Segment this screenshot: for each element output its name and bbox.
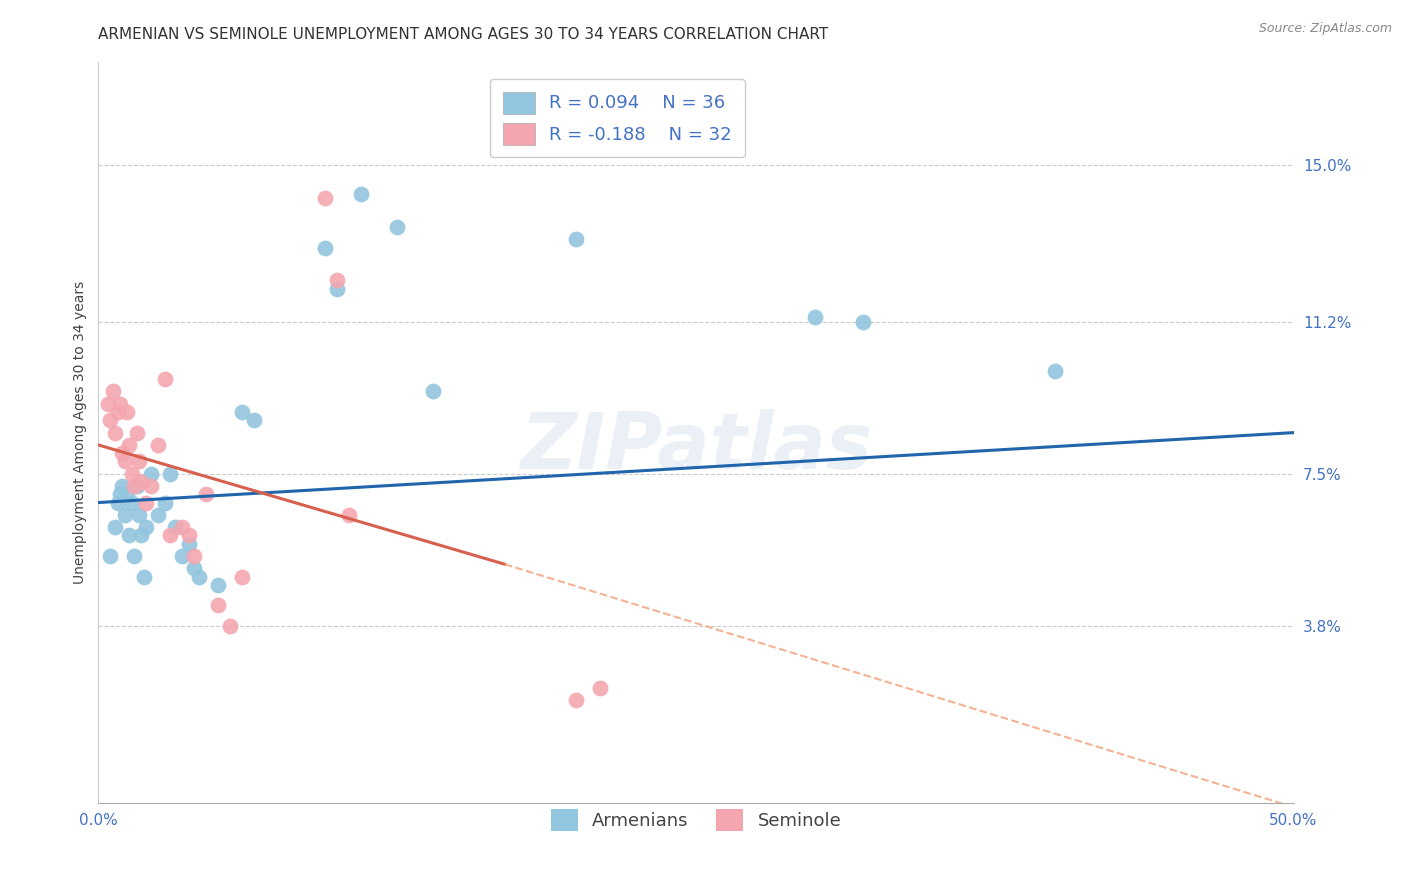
Point [115,487,138,501]
Point [159,467,181,481]
Point [104,425,127,440]
Point [101,384,124,399]
Point [111,446,134,460]
Legend: Armenians, Seminole: Armenians, Seminole [544,802,848,838]
Point [97,397,120,411]
Point [98,413,122,427]
Point [183,561,205,575]
Point [565,693,588,707]
Point [115,405,138,419]
Point [132,569,155,583]
Point [422,384,444,399]
Point [131,475,153,489]
Point [128,454,150,468]
Point [104,520,127,534]
Y-axis label: Unemployment Among Ages 30 to 34 years: Unemployment Among Ages 30 to 34 years [73,281,87,584]
Point [1043,364,1066,378]
Point [350,187,373,202]
Point [315,240,337,255]
Point [121,495,143,509]
Point [131,528,153,542]
Point [124,479,146,493]
Point [852,314,875,328]
Point [107,495,129,509]
Point [183,549,205,563]
Point [179,528,201,542]
Point [118,438,141,452]
Point [125,479,148,493]
Point [187,569,209,583]
Point [231,405,253,419]
Point [195,487,218,501]
Point [172,549,194,563]
Point [114,508,136,522]
Point [589,681,612,695]
Point [121,467,143,481]
Point [108,487,131,501]
Point [118,528,141,542]
Point [219,619,242,633]
Point [326,282,349,296]
Point [107,405,129,419]
Point [111,479,134,493]
Point [163,520,186,534]
Point [159,528,181,542]
Point [243,413,266,427]
Point [315,191,337,205]
Point [139,467,162,481]
Point [179,536,201,550]
Point [114,454,136,468]
Point [231,569,253,583]
Point [385,219,409,234]
Point [124,549,146,563]
Point [207,599,229,613]
Point [125,425,148,440]
Text: Source: ZipAtlas.com: Source: ZipAtlas.com [1258,22,1392,36]
Point [135,520,157,534]
Point [135,495,157,509]
Point [108,397,131,411]
Point [128,508,150,522]
Point [155,372,177,386]
Point [339,508,361,522]
Point [172,520,194,534]
Point [155,495,177,509]
Point [207,578,229,592]
Point [326,273,349,287]
Text: ARMENIAN VS SEMINOLE UNEMPLOYMENT AMONG AGES 30 TO 34 YEARS CORRELATION CHART: ARMENIAN VS SEMINOLE UNEMPLOYMENT AMONG … [98,27,828,42]
Point [804,310,827,325]
Point [148,438,170,452]
Point [148,508,170,522]
Point [139,479,162,493]
Text: ZIPatlas: ZIPatlas [520,409,872,485]
Point [565,232,588,246]
Point [98,549,122,563]
